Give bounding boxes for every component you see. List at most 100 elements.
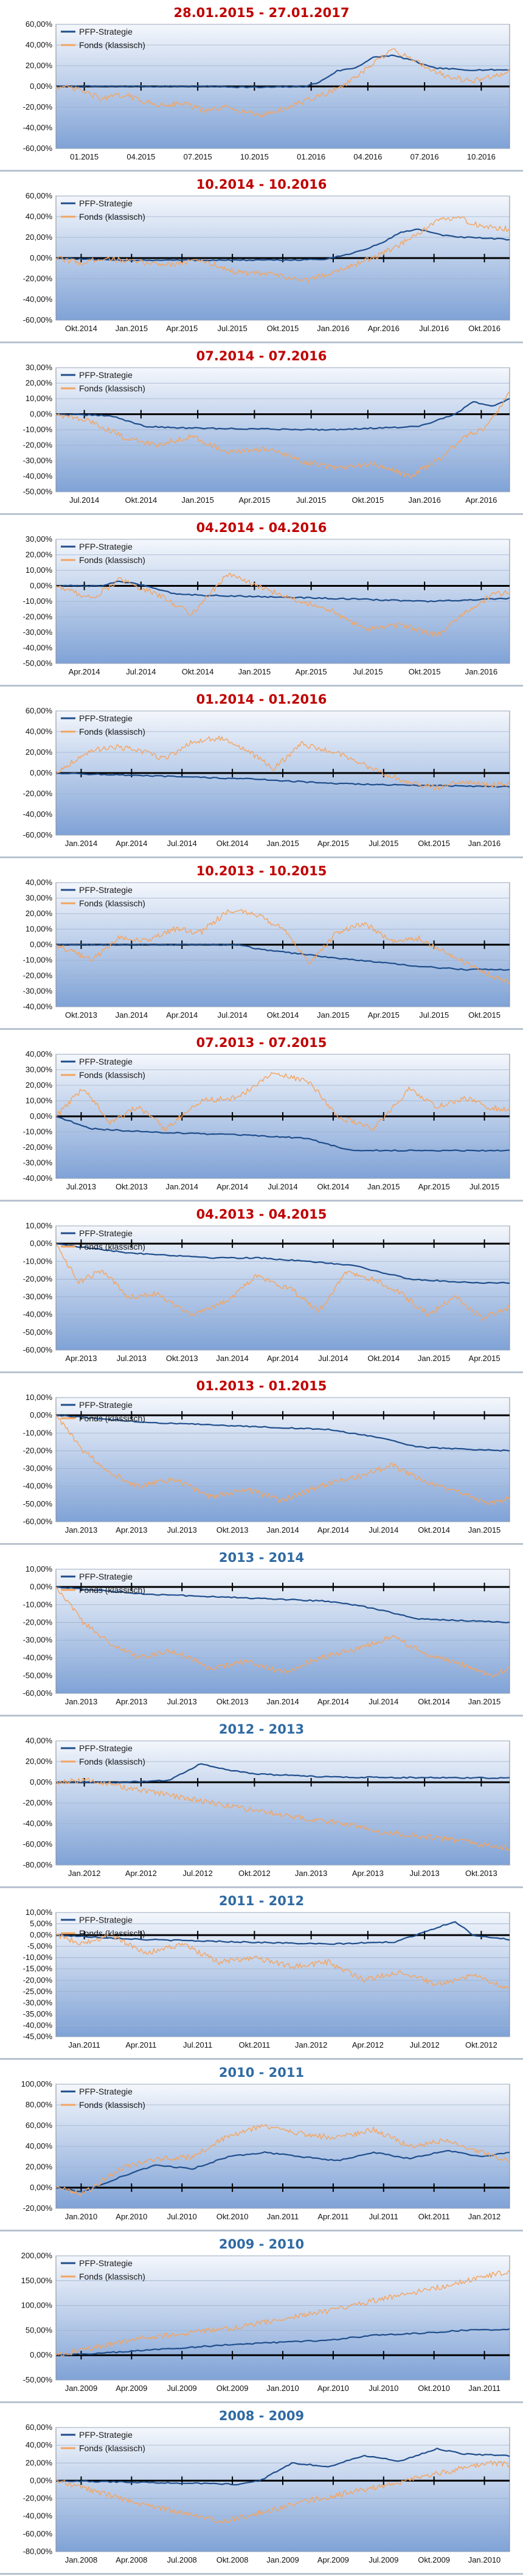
chart-panel: 2013 - 2014 10,00% 0,00% -10,00% -20,00% -30,… bbox=[0, 1545, 523, 1717]
series-line-pfp-strategie bbox=[55, 2328, 510, 2356]
series-line-fonds-klassisch bbox=[55, 1586, 510, 1678]
legend: PFP-Strategie Fonds (klassisch) bbox=[61, 1400, 145, 1423]
y-tick-label: 20,00% bbox=[26, 2162, 53, 2171]
y-tick-label: -20,00% bbox=[23, 2203, 53, 2213]
y-tick-label: 20,00% bbox=[26, 2458, 53, 2467]
x-tick-label: Okt.2009 bbox=[216, 2384, 249, 2393]
legend-label-strategy: PFP-Strategie bbox=[79, 1228, 133, 1238]
x-tick-label: Apr.2016 bbox=[465, 495, 497, 505]
y-tick-label: 0,00% bbox=[30, 768, 52, 777]
x-tick-label: Jul.2008 bbox=[167, 2555, 197, 2564]
y-tick-label: 200,00% bbox=[21, 2251, 53, 2260]
x-tick-label: Jan.2012 bbox=[468, 2212, 501, 2221]
legend-label-strategy: PFP-Strategie bbox=[79, 713, 133, 723]
series-line-fonds-klassisch bbox=[55, 1243, 510, 1321]
x-tick-label: Okt.2011 bbox=[238, 2040, 270, 2049]
x-tick-label: Apr.2014 bbox=[317, 1697, 349, 1706]
series-line-fonds-klassisch bbox=[55, 909, 510, 984]
y-tick-label: -50,00% bbox=[23, 1671, 53, 1680]
x-tick-label: Okt.2014 bbox=[317, 1182, 350, 1191]
y-tick-label: 0,00% bbox=[30, 2476, 52, 2485]
x-tick-label: Jul.2013 bbox=[167, 1697, 197, 1706]
x-tick-label: Jan.2014 bbox=[266, 1697, 299, 1706]
chart-title: 2010 - 2011 bbox=[219, 2065, 304, 2080]
y-tick-label: -20,00% bbox=[23, 1617, 53, 1626]
x-tick-label: Jul.2009 bbox=[369, 2555, 398, 2564]
x-tick-label: Okt.2015 bbox=[267, 324, 299, 333]
legend-label-strategy: PFP-Strategie bbox=[79, 2087, 133, 2096]
y-tick-label: -20,00% bbox=[23, 1143, 53, 1152]
y-tick-label: -10,00% bbox=[23, 1600, 53, 1609]
y-tick-label: -30,00% bbox=[23, 987, 53, 996]
chart-title: 2011 - 2012 bbox=[219, 1894, 304, 1908]
y-tick-label: 20,00% bbox=[26, 61, 53, 70]
y-tick-label: -60,00% bbox=[23, 1839, 53, 1849]
x-tick-label: 07.2016 bbox=[410, 152, 439, 161]
x-tick-label: Apr.2014 bbox=[267, 1354, 299, 1363]
series-line-fonds-klassisch bbox=[55, 735, 510, 791]
plot-area bbox=[55, 2427, 510, 2552]
x-tick-label: Jan.2015 bbox=[468, 1525, 501, 1535]
x-tick-label: 04.2016 bbox=[353, 152, 382, 161]
chart-panel: 2011 - 2012 10,00% 5,00% 0,00% -5,00% -10,00%… bbox=[0, 1888, 523, 2060]
x-tick-label: Okt.2014 bbox=[182, 667, 214, 676]
y-tick-label: 20,00% bbox=[26, 379, 53, 388]
x-tick-label: Okt.2014 bbox=[418, 1525, 450, 1535]
x-tick-label: Jul.2014 bbox=[268, 1182, 297, 1191]
y-tick-label: 30,00% bbox=[26, 534, 53, 544]
series-line-pfp-strategie bbox=[55, 54, 510, 88]
legend: PFP-Strategie Fonds (klassisch) bbox=[61, 1743, 145, 1766]
y-tick-label: -80,00% bbox=[23, 1860, 53, 1869]
legend-label-fonds: Fonds (klassisch) bbox=[79, 1757, 145, 1766]
x-tick-label: Okt.2014 bbox=[367, 1354, 400, 1363]
chart-svg: 2012 - 2013 40,00% 20,00% 0,00% -20,00% -40,0… bbox=[23, 1722, 510, 1878]
x-tick-label: Jul.2013 bbox=[410, 1869, 440, 1878]
series-line-fonds-klassisch bbox=[55, 573, 510, 637]
y-tick-label: 10,00% bbox=[26, 565, 53, 575]
x-tick-label: Okt.2016 bbox=[468, 324, 500, 333]
y-tick-label: 20,00% bbox=[26, 747, 53, 757]
y-tick-label: 30,00% bbox=[26, 1065, 53, 1074]
y-tick-label: -10,00% bbox=[23, 1428, 53, 1437]
x-tick-label: Jul.2014 bbox=[318, 1354, 348, 1363]
legend-label-fonds: Fonds (klassisch) bbox=[79, 555, 145, 565]
x-tick-label: Okt.2010 bbox=[418, 2384, 450, 2393]
y-tick-label: 20,00% bbox=[26, 1757, 53, 1766]
x-tick-label: Jan.2016 bbox=[465, 667, 498, 676]
x-tick-label: Okt.2011 bbox=[418, 2212, 450, 2221]
x-tick-label: Jul.2015 bbox=[469, 1182, 499, 1191]
chart-svg: 01.2013 - 01.2015 10,00% 0,00% -10,00% -20,0… bbox=[23, 1379, 510, 1535]
y-tick-label: 40,00% bbox=[26, 727, 53, 736]
x-tick-label: Jul.2014 bbox=[369, 1525, 398, 1535]
legend-label-fonds: Fonds (klassisch) bbox=[79, 727, 145, 737]
y-tick-label: -25,00% bbox=[23, 1987, 53, 1996]
y-tick-label: -40,00% bbox=[23, 1310, 53, 1319]
legend-label-strategy: PFP-Strategie bbox=[79, 27, 133, 37]
chart-svg: 2011 - 2012 10,00% 5,00% 0,00% -5,00% -10,00%… bbox=[23, 1894, 510, 2049]
y-tick-label: 0,00% bbox=[30, 940, 52, 949]
y-tick-label: -30,00% bbox=[23, 1998, 53, 2007]
y-tick-label: -35,00% bbox=[23, 2009, 53, 2018]
legend-label-strategy: PFP-Strategie bbox=[79, 370, 133, 380]
y-tick-label: 0,00% bbox=[30, 1777, 52, 1787]
y-tick-label: 30,00% bbox=[26, 894, 53, 903]
legend-label-fonds: Fonds (klassisch) bbox=[79, 898, 145, 908]
y-tick-label: -60,00% bbox=[23, 2529, 53, 2538]
y-tick-label: 0,00% bbox=[30, 1582, 52, 1591]
x-tick-label: Jan.2015 bbox=[418, 1354, 451, 1363]
chart-panel: 07.2014 - 07.2016 30,00% 20,00% 10,00% 0,00%… bbox=[0, 343, 523, 515]
series-line-fonds-klassisch bbox=[55, 2124, 510, 2196]
x-tick-label: 10.2016 bbox=[467, 152, 496, 161]
y-tick-label: -30,00% bbox=[23, 456, 53, 465]
x-tick-label: Jan.2013 bbox=[295, 1869, 328, 1878]
y-tick-label: -50,00% bbox=[23, 487, 53, 496]
legend-label-strategy: PFP-Strategie bbox=[79, 1915, 133, 1925]
y-tick-label: -30,00% bbox=[23, 628, 53, 637]
x-tick-label: Apr.2011 bbox=[317, 2212, 348, 2221]
x-tick-label: Jul.2014 bbox=[167, 839, 197, 848]
x-tick-label: Jan.2016 bbox=[468, 839, 501, 848]
x-tick-label: Apr.2016 bbox=[368, 324, 400, 333]
x-tick-label: Okt.2012 bbox=[465, 2040, 497, 2049]
y-tick-label: -20,00% bbox=[23, 1274, 53, 1283]
y-tick-label: -30,00% bbox=[23, 1158, 53, 1167]
